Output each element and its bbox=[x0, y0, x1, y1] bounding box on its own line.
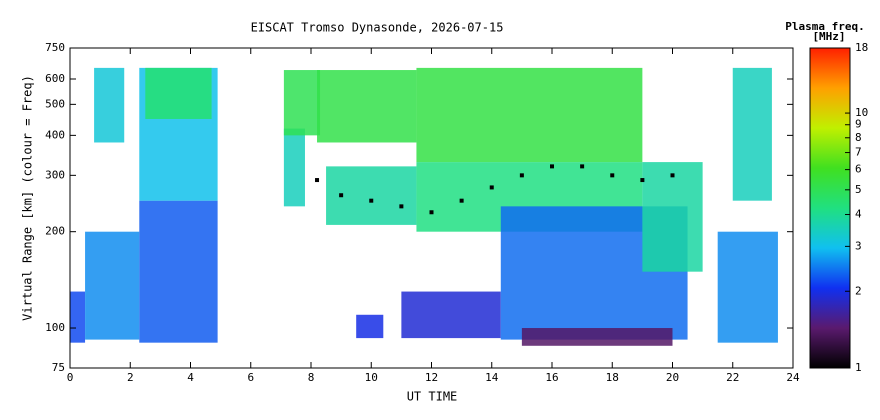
trace-point bbox=[670, 173, 675, 178]
data-cell bbox=[642, 162, 703, 272]
trace-point bbox=[339, 193, 344, 198]
colorbar-tick-label: 5 bbox=[855, 183, 862, 196]
colorbar-tick-label: 7 bbox=[855, 146, 862, 159]
x-tick-label: 8 bbox=[308, 371, 315, 384]
x-tick-label: 24 bbox=[786, 371, 800, 384]
data-cell bbox=[283, 128, 305, 207]
trace-point bbox=[369, 198, 374, 203]
colorbar-label: Plasma freq. bbox=[785, 20, 864, 33]
data-cell bbox=[70, 291, 86, 343]
trace-point bbox=[489, 185, 494, 190]
trace-point bbox=[580, 164, 585, 169]
y-tick-label: 400 bbox=[45, 128, 65, 141]
colorbar-tick-label: 3 bbox=[855, 239, 862, 252]
x-tick-label: 10 bbox=[365, 371, 378, 384]
trace-point bbox=[315, 178, 320, 183]
data-cell bbox=[317, 70, 417, 143]
trace-point bbox=[550, 164, 554, 169]
x-axis-label: UT TIME bbox=[407, 390, 458, 404]
y-tick-label: 600 bbox=[45, 72, 65, 85]
data-cell bbox=[401, 291, 501, 339]
data-cell bbox=[416, 67, 643, 163]
data-cell bbox=[521, 328, 673, 346]
colorbar-tick-label: 18 bbox=[855, 41, 868, 54]
x-tick-label: 22 bbox=[726, 371, 739, 384]
x-tick-label: 20 bbox=[666, 371, 679, 384]
trace-point bbox=[610, 173, 615, 178]
x-tick-label: 16 bbox=[545, 371, 558, 384]
x-tick-label: 4 bbox=[187, 371, 194, 384]
trace-point bbox=[459, 198, 464, 203]
data-cell bbox=[283, 70, 321, 136]
x-tick-label: 0 bbox=[67, 371, 74, 384]
y-axis-label: Virtual Range [km] (colour = Freq) bbox=[21, 75, 35, 321]
data-cell bbox=[85, 231, 140, 340]
trace-point bbox=[429, 210, 434, 215]
x-tick-label: 6 bbox=[247, 371, 254, 384]
colorbar-tick-label: 1 bbox=[855, 361, 862, 374]
x-tick-label: 18 bbox=[606, 371, 619, 384]
colorbar-tick-label: 6 bbox=[855, 163, 862, 176]
colorbar-tick-label: 8 bbox=[855, 131, 862, 144]
data-cell bbox=[145, 67, 212, 119]
data-cell bbox=[732, 67, 772, 201]
trace-point bbox=[640, 178, 645, 183]
data-cell bbox=[717, 231, 778, 343]
colorbar bbox=[809, 47, 851, 369]
trace-point bbox=[399, 204, 404, 209]
trace-point bbox=[519, 173, 524, 178]
chart-title: EISCAT Tromso Dynasonde, 2026-07-15 bbox=[251, 21, 504, 35]
data-cell bbox=[356, 314, 384, 339]
y-tick-label: 500 bbox=[45, 97, 65, 110]
colorbar-tick-label: 2 bbox=[855, 284, 862, 297]
x-tick-label: 12 bbox=[425, 371, 438, 384]
x-tick-label: 2 bbox=[127, 371, 134, 384]
data-cell bbox=[94, 67, 125, 143]
colorbar-tick-label: 10 bbox=[855, 106, 868, 119]
colorbar-label: [MHz] bbox=[812, 30, 845, 43]
x-tick-label: 14 bbox=[485, 371, 499, 384]
y-tick-label: 750 bbox=[45, 41, 65, 54]
y-tick-label: 75 bbox=[52, 361, 65, 374]
data-cell bbox=[139, 200, 218, 343]
colorbar-tick-label: 4 bbox=[855, 208, 862, 221]
y-tick-label: 100 bbox=[45, 321, 65, 334]
y-tick-label: 300 bbox=[45, 168, 65, 181]
colorbar-tick-label: 9 bbox=[855, 118, 862, 131]
y-tick-label: 200 bbox=[45, 225, 65, 238]
